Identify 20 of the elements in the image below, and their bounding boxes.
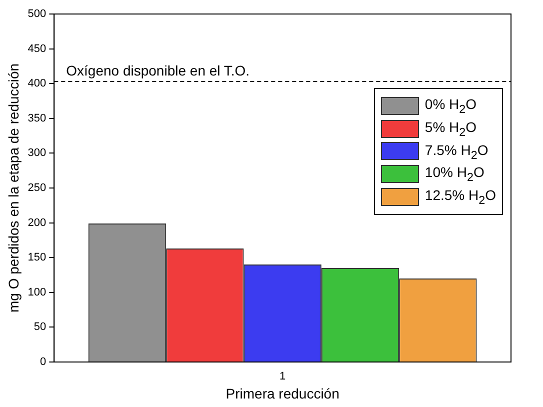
legend-label: 7.5% H$_{2}$O — [424, 142, 488, 162]
x-axis-title: Primera reducción — [226, 385, 340, 402]
legend-label: 0% H$_{2}$O — [424, 96, 477, 116]
y-tick-label: 200 — [28, 216, 46, 229]
y-tick-label: 450 — [28, 42, 46, 55]
y-tick-label: 400 — [28, 78, 46, 90]
legend-label: 5% H$_{2}$O — [424, 118, 477, 139]
y-tick-label: 500 — [28, 8, 46, 20]
x-tick-label: 1 — [280, 370, 286, 383]
y-tick-label: 150 — [28, 252, 46, 264]
y-axis-title: mg O perdidos en la etapa de reducción — [5, 63, 22, 313]
legend-label: 10% H$_{2}$O — [424, 164, 484, 184]
ref-line-label: Oxígeno disponible en el T.O. — [66, 62, 250, 78]
y-tick-label: 350 — [28, 112, 46, 124]
y-tick-label: 0 — [40, 356, 46, 368]
y-tick-label: 50 — [34, 321, 46, 334]
y-tick-label: 100 — [28, 286, 46, 298]
legend-label: 12.5% H$_{2}$O — [424, 187, 496, 207]
y-tick-label: 250 — [28, 182, 46, 194]
y-tick-label: 300 — [28, 147, 46, 160]
